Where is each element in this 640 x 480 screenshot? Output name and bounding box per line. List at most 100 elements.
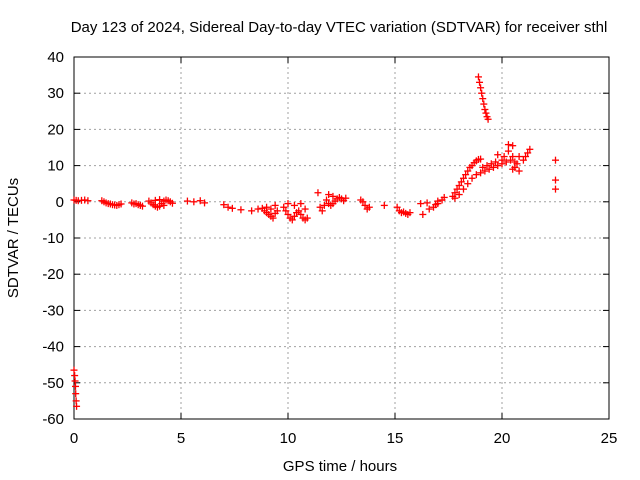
x-tick-label: 0 xyxy=(70,430,78,447)
data-point xyxy=(417,200,425,208)
y-tick-label: -60 xyxy=(42,411,64,428)
data-point xyxy=(479,163,487,171)
data-point xyxy=(455,182,463,190)
data-point xyxy=(526,145,534,153)
data-point xyxy=(504,147,512,155)
data-point xyxy=(297,210,305,218)
data-point xyxy=(117,200,125,208)
data-point xyxy=(220,201,228,209)
data-point xyxy=(451,194,459,202)
data-point xyxy=(190,198,198,206)
data-point xyxy=(504,141,512,149)
data-point xyxy=(248,207,256,215)
data-point xyxy=(81,196,89,204)
data-point xyxy=(271,201,279,209)
data-point xyxy=(156,196,164,204)
x-tick-label: 15 xyxy=(387,430,404,447)
data-point xyxy=(138,202,146,210)
data-point xyxy=(453,185,461,193)
data-point xyxy=(489,163,497,171)
data-point xyxy=(484,115,492,123)
data-point xyxy=(201,199,209,207)
data-point xyxy=(361,201,369,209)
data-point xyxy=(316,203,324,211)
data-point xyxy=(423,199,431,207)
data-point xyxy=(183,197,191,205)
chart-title: Day 123 of 2024, Sidereal Day-to-day VTE… xyxy=(71,19,608,36)
y-tick-label: -40 xyxy=(42,339,64,356)
data-point xyxy=(254,205,262,213)
data-point xyxy=(455,191,463,199)
y-tick-label: -10 xyxy=(42,230,64,247)
axis-ticks: 0 5 10 15 20 25 40 30 20 10 0 -10 -20 -30 -40 -50 -60 xyxy=(42,49,617,447)
x-tick-label: 5 xyxy=(177,430,185,447)
data-point xyxy=(457,178,465,186)
data-point xyxy=(228,204,236,212)
data-point xyxy=(282,207,290,215)
data-point xyxy=(480,100,488,108)
data-point xyxy=(393,203,401,211)
data-point xyxy=(406,209,414,217)
data-point xyxy=(483,162,491,170)
y-tick-label: -30 xyxy=(42,302,64,319)
data-point xyxy=(464,167,472,175)
data-point xyxy=(263,203,271,211)
data-point xyxy=(380,201,388,209)
data-point xyxy=(224,203,232,211)
data-point xyxy=(507,156,515,164)
data-point xyxy=(492,158,500,166)
data-point xyxy=(297,200,305,208)
data-point xyxy=(479,95,487,103)
data-point xyxy=(513,160,521,168)
data-point xyxy=(314,189,322,197)
data-point xyxy=(485,165,493,173)
data-point xyxy=(477,155,485,163)
data-point xyxy=(160,201,168,209)
data-point xyxy=(477,84,485,92)
data-point xyxy=(323,196,331,204)
data-point xyxy=(509,142,517,150)
y-tick-label: -50 xyxy=(42,375,64,392)
data-point xyxy=(472,171,480,179)
data-point xyxy=(284,200,292,208)
data-point xyxy=(468,174,476,182)
y-tick-label: 0 xyxy=(56,194,64,211)
data-point xyxy=(511,163,519,171)
data-points xyxy=(70,73,559,410)
data-point xyxy=(269,214,277,222)
data-point xyxy=(481,167,489,175)
data-point xyxy=(425,205,433,213)
y-axis-label: SDTVAR / TECUs xyxy=(5,178,22,298)
x-tick-label: 25 xyxy=(601,430,618,447)
data-point xyxy=(498,156,506,164)
data-point xyxy=(237,206,245,214)
data-point xyxy=(72,390,80,398)
data-point xyxy=(494,162,502,170)
data-point xyxy=(494,151,502,159)
data-point xyxy=(273,207,281,215)
data-point xyxy=(342,194,350,202)
data-point xyxy=(267,205,275,213)
data-point xyxy=(329,192,337,200)
data-point xyxy=(71,382,79,390)
data-point xyxy=(318,207,326,215)
data-point xyxy=(522,153,530,161)
data-point xyxy=(464,180,472,188)
data-point xyxy=(320,201,328,209)
data-point xyxy=(303,214,311,222)
data-point xyxy=(295,207,303,215)
data-point xyxy=(552,156,559,164)
data-point xyxy=(290,201,298,209)
data-point xyxy=(434,197,442,205)
y-tick-label: 20 xyxy=(47,121,64,138)
data-point xyxy=(481,105,489,113)
data-point xyxy=(524,149,532,157)
data-point xyxy=(288,216,296,224)
data-point xyxy=(482,109,490,117)
data-point xyxy=(440,193,448,201)
data-point xyxy=(477,169,485,177)
data-point xyxy=(462,171,470,179)
data-point xyxy=(515,153,523,161)
data-point xyxy=(325,191,333,199)
